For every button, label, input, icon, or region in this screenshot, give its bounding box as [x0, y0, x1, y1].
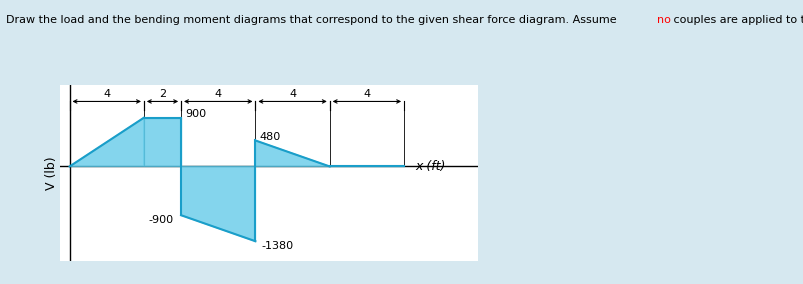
- Text: 4: 4: [103, 89, 110, 99]
- Polygon shape: [255, 141, 329, 166]
- Text: 480: 480: [259, 131, 280, 141]
- Text: -900: -900: [149, 215, 173, 225]
- Text: 4: 4: [214, 89, 222, 99]
- Text: no: no: [657, 15, 671, 26]
- Text: Draw the load and the bending moment diagrams that correspond to the given shear: Draw the load and the bending moment dia…: [6, 15, 620, 26]
- Text: couples are applied to the beam.: couples are applied to the beam.: [669, 15, 803, 26]
- Polygon shape: [144, 118, 181, 166]
- Text: x (ft): x (ft): [414, 160, 445, 173]
- Text: 4: 4: [288, 89, 296, 99]
- Polygon shape: [181, 166, 255, 241]
- Polygon shape: [70, 118, 144, 166]
- Text: 2: 2: [159, 89, 166, 99]
- Text: 4: 4: [363, 89, 370, 99]
- Text: -1380: -1380: [261, 241, 293, 251]
- Y-axis label: V (lb): V (lb): [44, 156, 58, 190]
- Text: 900: 900: [185, 109, 206, 119]
